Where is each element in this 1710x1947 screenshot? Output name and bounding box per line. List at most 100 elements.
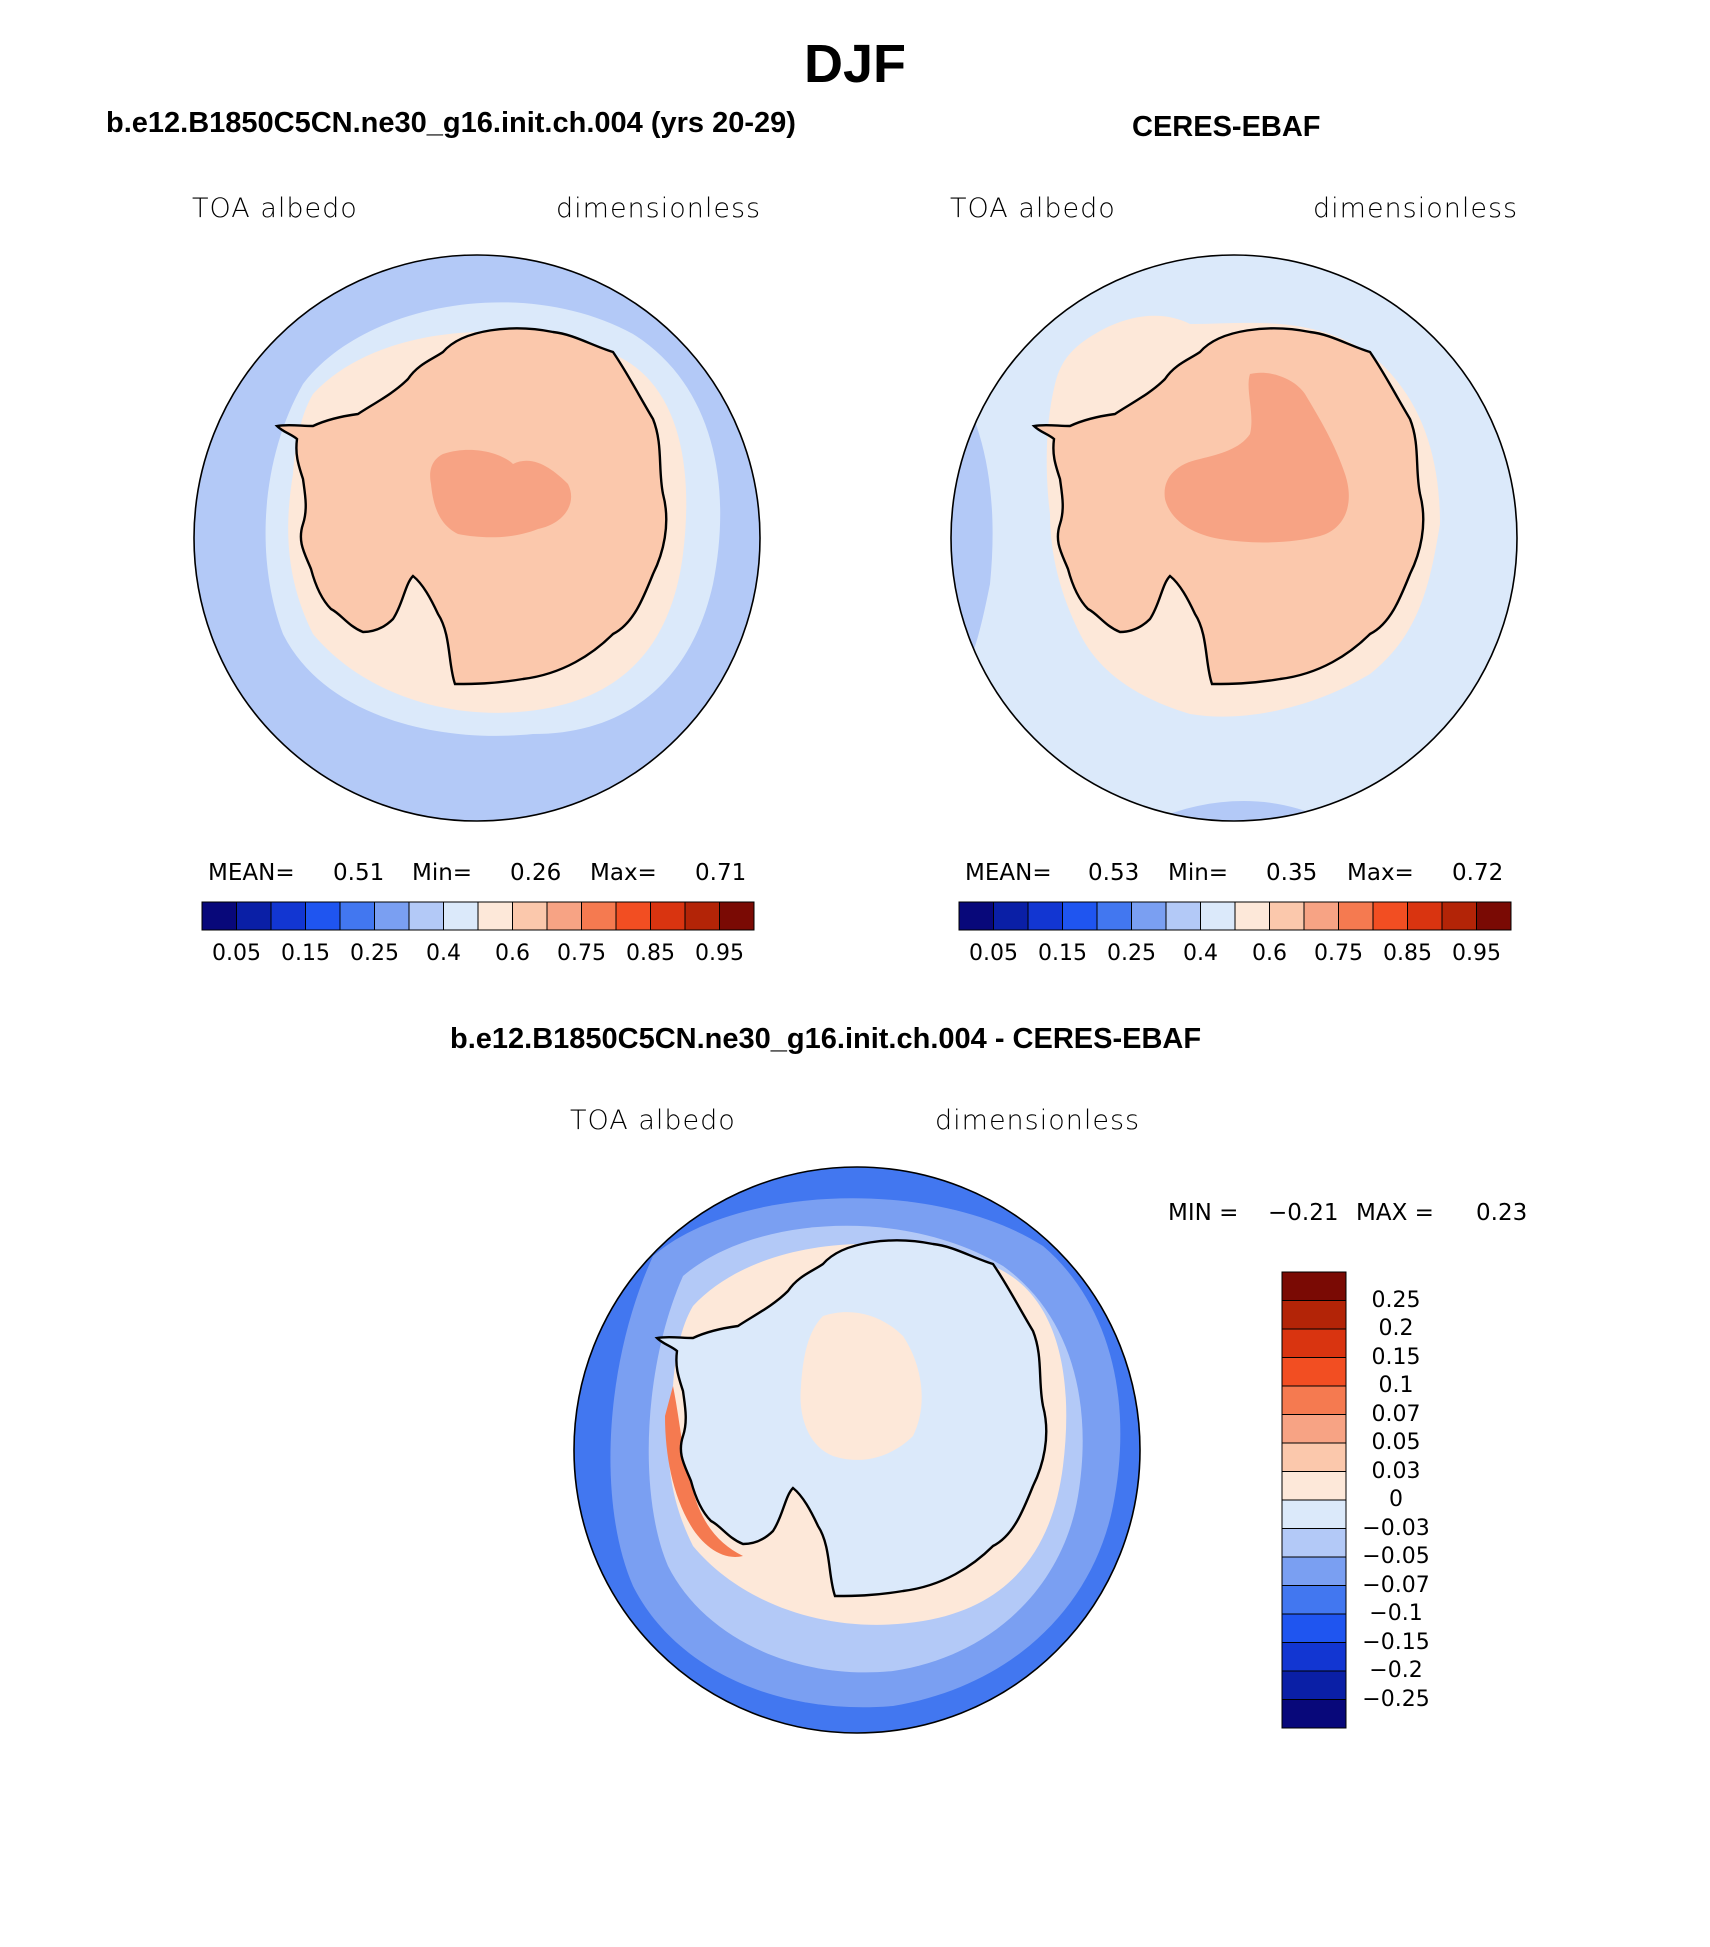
colorbar-swatch xyxy=(1027,901,1063,931)
panel-1-max-label: Max= xyxy=(590,860,657,886)
diff-pos-west xyxy=(665,1386,743,1557)
colorbar-tick-label: −0.1 xyxy=(1369,1601,1423,1626)
colorbar-tick-label: 0.25 xyxy=(1107,941,1156,966)
colorbar-tick-label: 0.2 xyxy=(1378,1316,1414,1341)
panel-1-max: 0.71 xyxy=(695,860,747,886)
colorbar-swatch xyxy=(1200,901,1236,931)
panel-2-units: dimensionless xyxy=(1313,193,1519,224)
colorbar-swatch xyxy=(719,901,755,931)
colorbar-swatch xyxy=(1131,901,1167,931)
panel-3-map xyxy=(573,1166,1141,1734)
panel-1-units: dimensionless xyxy=(556,193,762,224)
colorbar-swatch xyxy=(1281,1699,1347,1729)
colorbar-swatch xyxy=(1281,1556,1347,1586)
colorbar-swatch xyxy=(1441,901,1477,931)
continent-high xyxy=(430,449,572,538)
colorbar-tick-label: 0.05 xyxy=(1371,1430,1421,1455)
colorbar-swatch xyxy=(1234,901,1270,931)
panel-1-map xyxy=(193,254,761,822)
panel-1-mean: 0.51 xyxy=(333,860,385,886)
colorbar-swatch xyxy=(1281,1442,1347,1472)
colorbar-swatch xyxy=(1476,901,1512,931)
colorbar-swatch xyxy=(1303,901,1339,931)
panel-3-min: −0.21 xyxy=(1268,1200,1339,1226)
colorbar-swatch xyxy=(1281,1613,1347,1643)
colorbar-swatch xyxy=(1281,1300,1347,1330)
colorbar-tick-label: 0.6 xyxy=(495,941,530,966)
colorbar-tick-label: 0.4 xyxy=(1183,941,1218,966)
colorbar-tick-label: 0.15 xyxy=(1038,941,1087,966)
panel-1-mean-label: MEAN= xyxy=(208,860,295,886)
colorbar-tick-label: 0.25 xyxy=(1371,1287,1421,1313)
page-title: DJF xyxy=(803,34,906,94)
panel-3-max: 0.23 xyxy=(1476,1200,1528,1226)
panel-2-colorbar xyxy=(958,901,1512,931)
panel-2-mean-label: MEAN= xyxy=(965,860,1052,886)
colorbar-swatch xyxy=(993,901,1029,931)
colorbar-tick-label: 0.05 xyxy=(212,941,261,966)
colorbar-tick-label: 0.85 xyxy=(1383,941,1432,966)
colorbar-swatch xyxy=(1372,901,1408,931)
colorbar-swatch xyxy=(1281,1357,1347,1387)
panel-2-variable: TOA albedo xyxy=(950,193,1116,224)
colorbar-swatch xyxy=(958,901,994,931)
colorbar-tick-label: −0.07 xyxy=(1362,1572,1430,1598)
colorbar-swatch xyxy=(408,901,444,931)
colorbar-swatch xyxy=(443,901,479,931)
colorbar-swatch xyxy=(1281,1642,1347,1672)
colorbar-swatch xyxy=(615,901,651,931)
colorbar-tick-label: 0.1 xyxy=(1378,1373,1414,1398)
colorbar-swatch xyxy=(1269,901,1305,931)
panel-3-min-label: MIN = xyxy=(1168,1200,1239,1226)
panel-2-mean: 0.53 xyxy=(1088,860,1140,886)
panel-1-variable: TOA albedo xyxy=(192,193,358,224)
panel-2-min: 0.35 xyxy=(1266,860,1318,886)
colorbar-swatch xyxy=(1096,901,1132,931)
colorbar-swatch xyxy=(684,901,720,931)
panel-3-units: dimensionless xyxy=(935,1105,1141,1136)
continent-high xyxy=(1164,372,1349,543)
colorbar-swatch xyxy=(1281,1471,1347,1501)
colorbar-swatch xyxy=(1062,901,1098,931)
colorbar-swatch xyxy=(1281,1585,1347,1615)
colorbar-swatch xyxy=(305,901,341,931)
panel-2-max: 0.72 xyxy=(1452,860,1504,886)
panel-2-title: CERES-EBAF xyxy=(1132,111,1321,143)
colorbar-tick-label: 0.4 xyxy=(426,941,461,966)
panel-2-map xyxy=(950,254,1518,822)
colorbar-tick-label: 0 xyxy=(1389,1487,1403,1512)
panel-1-min: 0.26 xyxy=(510,860,562,886)
colorbar-swatch xyxy=(477,901,513,931)
colorbar-tick-label: 0.25 xyxy=(350,941,399,966)
panel-3-variable: TOA albedo xyxy=(570,1105,736,1136)
colorbar-tick-label: 0.95 xyxy=(695,941,744,966)
colorbar-swatch xyxy=(1165,901,1201,931)
colorbar-tick-label: 0.95 xyxy=(1452,941,1501,966)
colorbar-tick-label: −0.03 xyxy=(1362,1515,1430,1541)
colorbar-tick-label: 0.15 xyxy=(1371,1344,1421,1370)
colorbar-swatch xyxy=(1281,1499,1347,1529)
colorbar-swatch xyxy=(374,901,410,931)
colorbar-swatch xyxy=(270,901,306,931)
colorbar-swatch xyxy=(1281,1271,1347,1301)
colorbar-swatch xyxy=(1281,1328,1347,1358)
panel-3-title: b.e12.B1850C5CN.ne30_g16.init.ch.004 - C… xyxy=(450,1023,1202,1055)
colorbar-swatch xyxy=(650,901,686,931)
diff-land-pos xyxy=(800,1312,922,1460)
panel-1-colorbar xyxy=(201,901,755,931)
panel-1-title: b.e12.B1850C5CN.ne30_g16.init.ch.004 (yr… xyxy=(106,107,796,139)
colorbar-swatch xyxy=(201,901,237,931)
colorbar-swatch xyxy=(1281,1670,1347,1700)
colorbar-tick-label: 0.6 xyxy=(1252,941,1287,966)
colorbar-tick-label: −0.15 xyxy=(1362,1629,1430,1655)
colorbar-tick-label: 0.03 xyxy=(1371,1458,1421,1484)
colorbar-tick-label: 0.75 xyxy=(1314,941,1363,966)
panel-1-min-label: Min= xyxy=(412,860,473,886)
colorbar-tick-label: −0.25 xyxy=(1362,1686,1430,1712)
colorbar-tick-label: 0.85 xyxy=(626,941,675,966)
colorbar-tick-label: −0.2 xyxy=(1369,1658,1423,1683)
colorbar-swatch xyxy=(1407,901,1443,931)
colorbar-swatch xyxy=(1281,1385,1347,1415)
colorbar-swatch xyxy=(1281,1528,1347,1558)
colorbar-swatch xyxy=(1338,901,1374,931)
